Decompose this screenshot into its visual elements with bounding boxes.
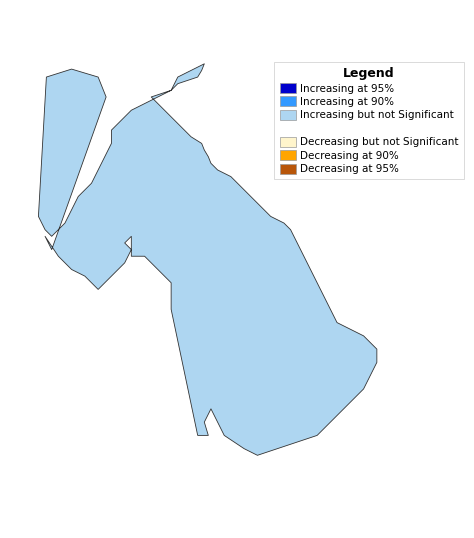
- Text: N: N: [441, 69, 451, 79]
- Legend: Increasing at 95%, Increasing at 90%, Increasing but not Significant, , Decreasi: Increasing at 95%, Increasing at 90%, In…: [274, 62, 464, 180]
